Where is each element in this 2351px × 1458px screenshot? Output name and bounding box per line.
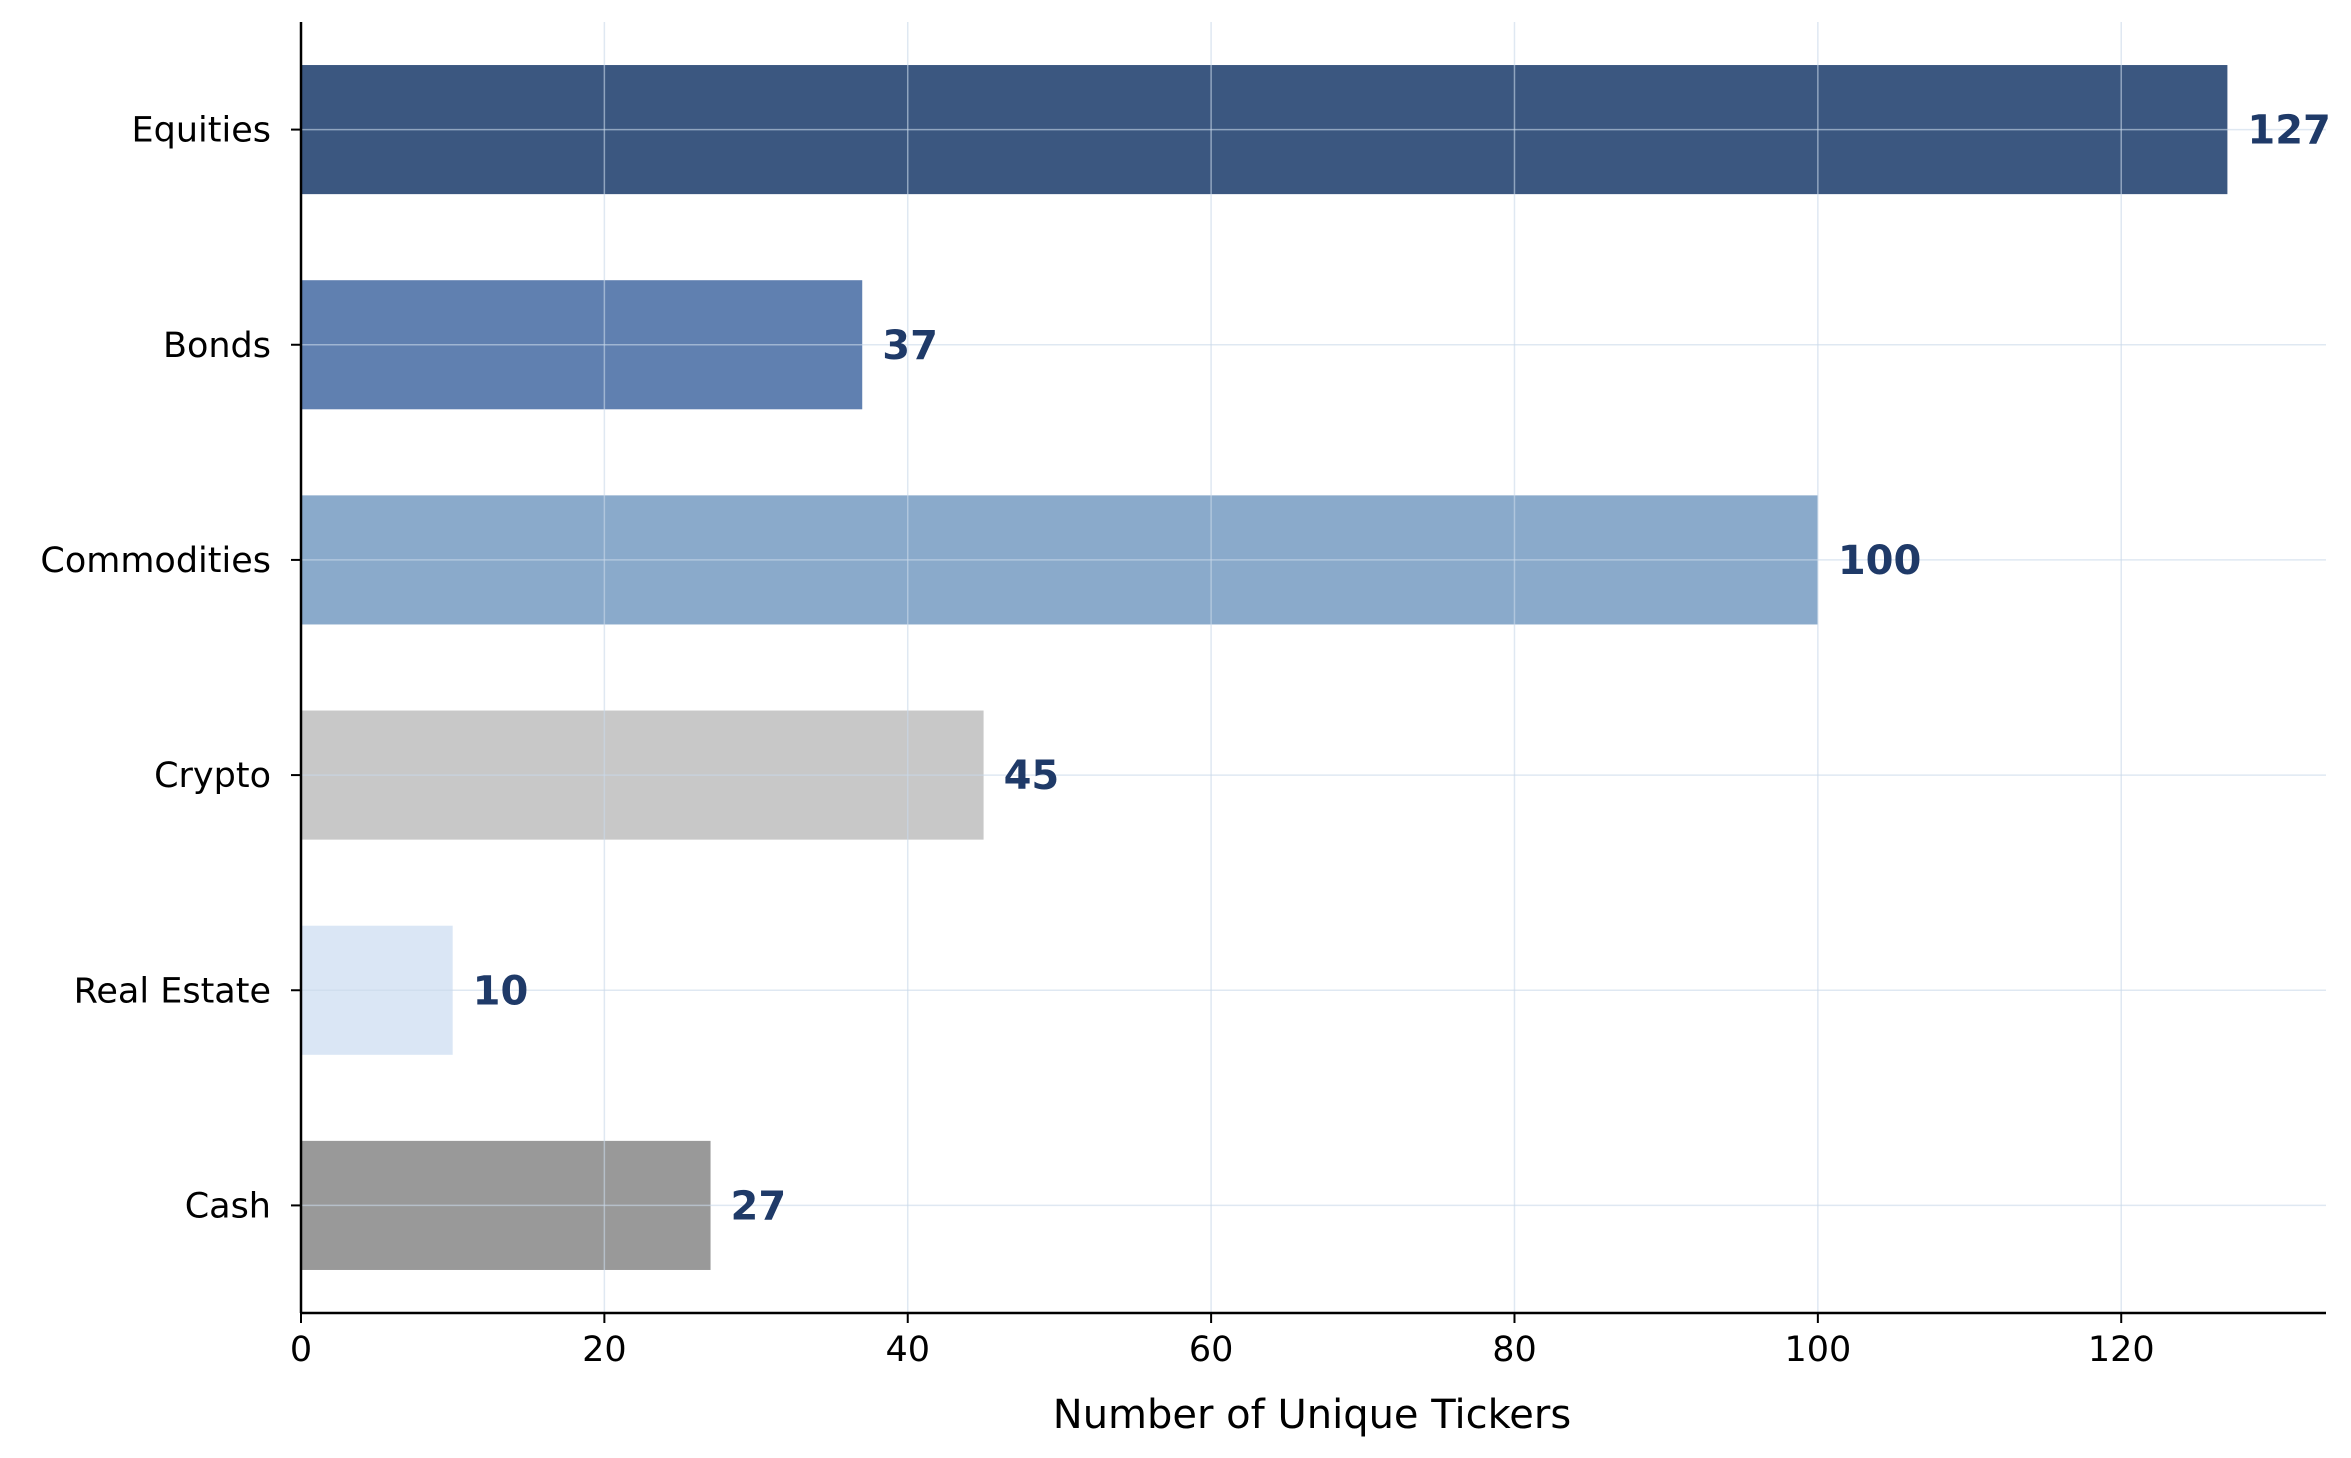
value-label: 45: [1004, 753, 1060, 799]
x-tick-label: 60: [1189, 1330, 1234, 1370]
axes-layer: [291, 22, 2326, 1323]
y-tick-label: Bonds: [163, 326, 271, 366]
value-label: 127: [2247, 108, 2331, 154]
labels-layer: 0 20 40 60 80 100 120 Equities 127 Bonds 37 Commodi…: [40, 108, 2331, 1370]
x-tick-label: 100: [1784, 1330, 1851, 1370]
x-tick-label: 40: [885, 1330, 930, 1370]
value-label: 100: [1838, 538, 1922, 584]
x-tick-label: 20: [582, 1330, 627, 1370]
bars-layer: [301, 65, 2228, 1270]
value-label: 27: [731, 1183, 787, 1229]
y-tick-label: Equities: [132, 111, 271, 151]
y-tick-label: Cash: [185, 1186, 271, 1226]
value-label: 10: [473, 968, 529, 1014]
x-tick-label: 120: [2088, 1330, 2155, 1370]
y-tick-label: Real Estate: [74, 971, 271, 1011]
y-tick-label: Commodities: [40, 541, 271, 581]
y-tick-label: Crypto: [154, 756, 271, 796]
x-tick-label: 80: [1492, 1330, 1537, 1370]
x-tick-label: 0: [290, 1330, 312, 1370]
x-axis-title: Number of Unique Tickers: [1053, 1392, 1571, 1438]
grid-layer: [301, 22, 2326, 1313]
value-label: 37: [882, 323, 938, 369]
